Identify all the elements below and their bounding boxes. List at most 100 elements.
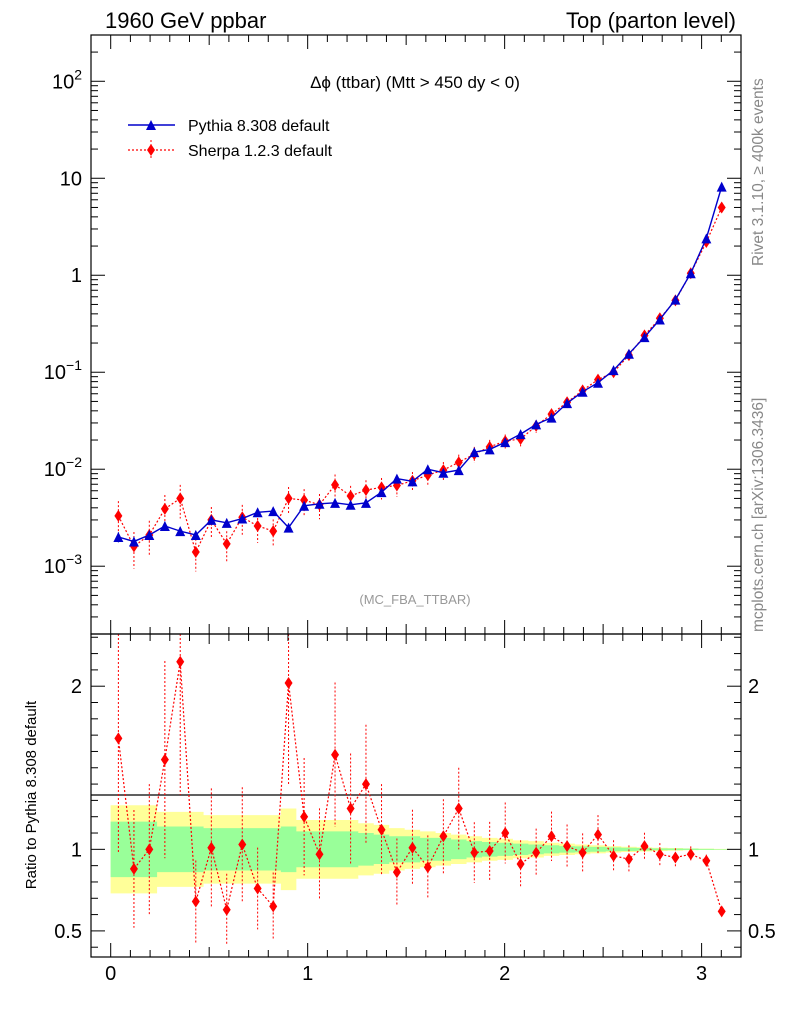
pythia-point <box>716 181 727 192</box>
sherpa-point <box>269 525 278 538</box>
pythia-point <box>500 437 511 448</box>
legend-sherpa-marker <box>147 144 155 156</box>
pythia-point <box>360 497 371 508</box>
pythia-point <box>407 476 418 487</box>
ratio-sherpa-point <box>145 843 154 856</box>
ratio-sherpa-point <box>516 858 525 871</box>
pythia-point <box>685 268 696 279</box>
ratio-y-axis-label: Ratio to Pythia 8.308 default <box>23 700 40 889</box>
ratio-sherpa-point <box>702 854 711 867</box>
main-y-tick-label: 10−3 <box>44 551 82 578</box>
ratio-uncertainty-bands <box>110 805 730 894</box>
ratio-y-tick-label: 2 <box>71 676 82 698</box>
main-y-tick-label: 1 <box>71 265 82 287</box>
pythia-point <box>623 348 634 359</box>
pythia-point <box>345 499 356 510</box>
x-tick-label: 3 <box>696 963 707 985</box>
pythia-point <box>159 520 170 531</box>
pythia-point <box>128 536 139 547</box>
sherpa-point <box>176 492 185 505</box>
ratio-sherpa-point <box>609 849 618 862</box>
pythia-point <box>144 529 155 540</box>
ratio-sherpa-point <box>470 846 479 859</box>
ratio-sherpa-point <box>160 753 169 766</box>
sherpa-point <box>222 537 231 550</box>
pythia-point <box>701 233 712 244</box>
sherpa-line <box>117 207 723 554</box>
ratio-axes-ticks <box>91 634 742 957</box>
pythia-point <box>670 294 681 305</box>
pythia-line <box>118 186 723 543</box>
ratio-sherpa-point <box>269 900 278 913</box>
sherpa-point <box>284 492 293 505</box>
ratio-sherpa-point <box>532 846 541 859</box>
pythia-point <box>546 412 557 423</box>
ratio-sherpa-point <box>392 866 401 879</box>
side-text-rivet: Rivet 3.1.10, ≥ 400k events <box>750 78 767 266</box>
ratio-sherpa-point <box>346 802 355 815</box>
sherpa-point <box>160 502 169 515</box>
main-y-tick-label: 10−2 <box>44 454 82 481</box>
ratio-y-tick-label-right: 1 <box>748 839 759 861</box>
pythia-point <box>330 497 341 508</box>
ratio-panel: 0.5 0.5 1 1 2 2 0 1 2 3 Ratio to Pythia 8.308 de… <box>23 633 776 985</box>
ratio-sherpa-point <box>717 905 726 918</box>
ratio-sherpa-point <box>640 840 649 853</box>
ratio-sherpa-point <box>501 827 510 840</box>
pythia-point <box>608 365 619 376</box>
main-panel: 10−3 10−2 10−1 1 10 102 Δϕ (ttbar) (Mtt > 450… <box>44 34 742 635</box>
sherpa-point <box>300 494 309 507</box>
legend: Pythia 8.308 default Sherpa 1.2.3 defaul… <box>128 118 333 160</box>
ratio-sherpa-point <box>361 778 370 791</box>
x-tick-label: 0 <box>105 963 116 985</box>
ratio-sherpa-point <box>176 655 185 668</box>
ratio-sherpa-point <box>222 903 231 916</box>
ratio-sherpa-point <box>547 830 556 843</box>
sherpa-point <box>361 484 370 497</box>
ratio-sherpa-point <box>578 846 587 859</box>
plot-title: Δϕ (ttbar) (Mtt > 450 dy < 0) <box>310 73 520 92</box>
x-tick-labels: 0 1 2 3 <box>105 963 707 985</box>
pythia-point <box>299 500 310 511</box>
main-y-tick-label: 10−1 <box>44 357 82 384</box>
ratio-sherpa-point <box>238 838 247 851</box>
ratio-sherpa-line <box>117 661 723 912</box>
pythia-point <box>577 386 588 397</box>
pythia-point <box>453 465 464 476</box>
side-text-mcplots: mcplots.cern.ch [arXiv:1306.3436] <box>750 398 767 632</box>
ratio-sherpa-point <box>485 844 494 857</box>
ratio-sherpa-series <box>114 634 726 946</box>
analysis-watermark: (MC_FBA_TTBAR) <box>359 592 470 607</box>
pythia-point <box>593 377 603 388</box>
legend-sherpa-label: Sherpa 1.2.3 default <box>188 143 333 160</box>
ratio-sherpa-point <box>129 862 138 875</box>
pythia-point <box>314 498 325 509</box>
pythia-point <box>422 464 433 475</box>
ratio-sherpa-point <box>300 810 309 823</box>
pythia-point <box>515 429 526 440</box>
sherpa-point <box>717 201 726 214</box>
header-right-label: Top (parton level) <box>566 8 736 33</box>
ratio-y-tick-label-right: 0.5 <box>748 921 776 943</box>
ratio-sherpa-point <box>594 828 602 841</box>
ratio-y-tick-label: 0.5 <box>54 921 82 943</box>
ratio-sherpa-point <box>624 853 633 866</box>
ratio-sherpa-point <box>563 840 572 853</box>
pythia-point <box>113 532 124 543</box>
ratio-sherpa-point <box>439 830 448 843</box>
ratio-sherpa-point <box>408 841 417 854</box>
pythia-point <box>206 514 217 525</box>
main-y-tick-labels: 10−3 10−2 10−1 1 10 102 <box>44 66 82 578</box>
ratio-sherpa-point <box>315 848 324 861</box>
pythia-point <box>391 473 402 484</box>
pythia-point <box>562 398 573 409</box>
ratio-y-tick-label: 1 <box>71 839 82 861</box>
pythia-point <box>376 487 387 498</box>
ratio-sherpa-point <box>207 841 216 854</box>
ratio-sherpa-point <box>655 848 664 861</box>
main-y-tick-label: 10 <box>60 168 82 190</box>
pythia-point <box>469 447 480 458</box>
ratio-sherpa-point <box>191 895 200 908</box>
sherpa-point <box>331 478 340 491</box>
